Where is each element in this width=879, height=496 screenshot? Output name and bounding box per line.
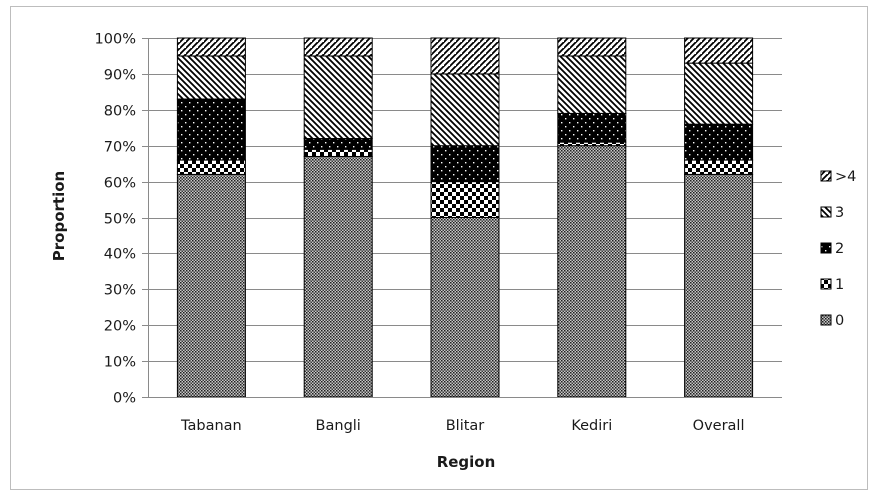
bar-segment-overall-gt4 [684, 37, 754, 64]
bar-segment-bangli-3 [303, 55, 373, 140]
legend-label: 2 [835, 241, 844, 257]
y-tick-label: 60% [104, 176, 136, 192]
bars [176, 37, 754, 398]
x-tick-label: Tabanan [180, 418, 242, 434]
y-tick-label: 10% [104, 355, 136, 371]
y-tick-label: 70% [104, 140, 136, 156]
legend-swatch [820, 206, 832, 218]
bar-segment-overall-2 [684, 123, 754, 161]
legend: >4 3 2 1 0 [820, 169, 856, 329]
legend-label: 3 [835, 205, 844, 221]
bar-segment-overall-0 [684, 173, 754, 398]
x-tick-label: Overall [693, 418, 745, 434]
bar-segment-blitar-gt4 [430, 37, 500, 75]
legend-swatch [820, 242, 832, 254]
bar-segment-overall-1 [684, 159, 754, 175]
bar-segment-bangli-2 [303, 138, 373, 150]
bar-segment-tabanan-3 [176, 55, 246, 100]
bar-segment-kediri-0 [557, 145, 627, 398]
legend-swatch [820, 314, 832, 326]
bar-segment-bangli-1 [303, 148, 373, 157]
legend-label: 0 [835, 313, 844, 329]
bar-segment-bangli-gt4 [303, 37, 373, 57]
bar-segment-tabanan-2 [176, 98, 246, 161]
bar-segment-blitar-2 [430, 145, 500, 183]
bar-segment-blitar-1 [430, 181, 500, 219]
bar-segment-tabanan-0 [176, 173, 246, 398]
x-tick-label: Blitar [446, 418, 485, 434]
bar-segment-kediri-3 [557, 55, 627, 114]
y-tick-label: 40% [104, 247, 136, 263]
bar-segment-kediri-gt4 [557, 37, 627, 57]
y-axis-title: Proportion [50, 171, 68, 261]
axes: 0% 10% 20% 30% 40% 50% 60% 70% 80% 90% 100% Tabanan… [95, 32, 782, 434]
legend-label: >4 [835, 169, 856, 185]
bar-segment-overall-3 [684, 62, 754, 125]
x-tick-label: Kediri [571, 418, 612, 434]
bar-segment-bangli-0 [303, 155, 373, 398]
bar-segment-blitar-0 [430, 217, 500, 398]
legend-swatch [820, 170, 832, 182]
bar-segment-blitar-3 [430, 73, 500, 147]
legend-swatch [820, 278, 832, 290]
x-axis-title: Region [437, 453, 496, 471]
legend-label: 1 [835, 277, 844, 293]
bar-segment-kediri-2 [557, 112, 627, 143]
y-tick-label: 100% [95, 32, 136, 48]
y-tick-label: 50% [104, 212, 136, 228]
bar-segment-tabanan-gt4 [176, 37, 246, 57]
bar-segment-tabanan-1 [176, 159, 246, 175]
y-tick-label: 20% [104, 319, 136, 335]
y-tick-label: 30% [104, 283, 136, 299]
y-tick-label: 0% [113, 391, 136, 407]
y-tick-label: 80% [104, 104, 136, 120]
bar-segment-kediri-1 [557, 141, 627, 147]
x-tick-label: Bangli [316, 418, 361, 434]
y-tick-label: 90% [104, 68, 136, 84]
